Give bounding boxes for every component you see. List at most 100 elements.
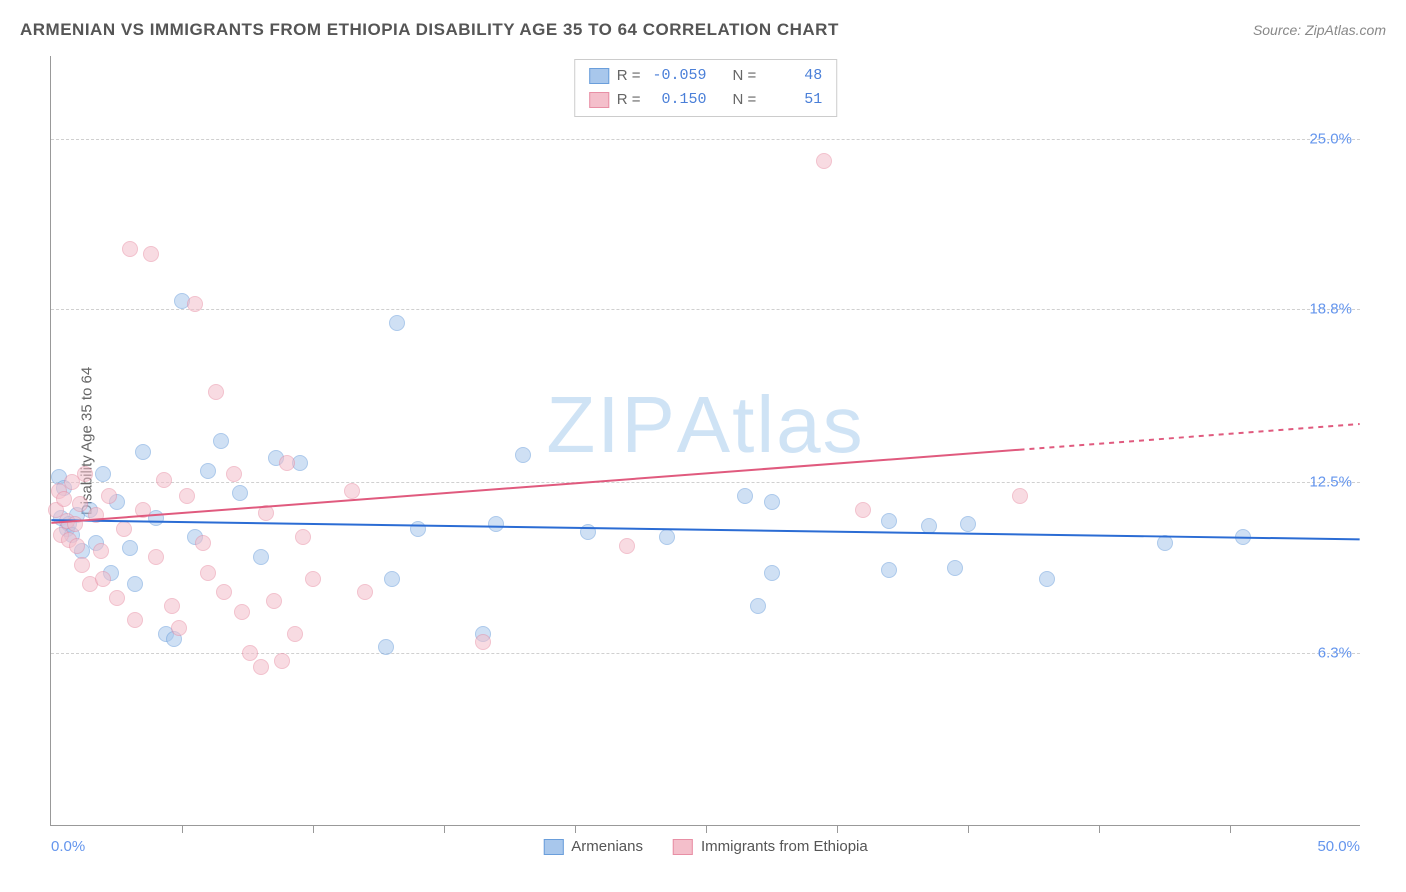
data-point [855,502,871,518]
swatch-series1 [589,68,609,84]
r-value-series1: -0.059 [649,64,707,88]
x-tick [968,825,969,833]
r-label: R = [617,64,641,88]
x-tick [444,825,445,833]
data-point [234,604,250,620]
data-point [195,535,211,551]
data-point [77,466,93,482]
data-point [216,584,232,600]
swatch-series2 [673,839,693,855]
watermark: ZIPAtlas [546,379,864,471]
data-point [378,639,394,655]
data-point [56,491,72,507]
data-point [750,598,766,614]
y-axis-title: Disability Age 35 to 64 [79,366,96,514]
gridline [51,482,1360,483]
data-point [213,433,229,449]
data-point [135,444,151,460]
n-value-series1: 48 [764,64,822,88]
data-point [127,576,143,592]
data-point [764,494,780,510]
data-point [475,634,491,650]
n-label: N = [733,64,757,88]
data-point [242,645,258,661]
data-point [1235,529,1251,545]
r-label: R = [617,88,641,112]
data-point [881,513,897,529]
data-point [357,584,373,600]
x-tick [706,825,707,833]
legend: Armenians Immigrants from Ethiopia [543,838,867,855]
data-point [279,455,295,471]
data-point [344,483,360,499]
data-point [515,447,531,463]
data-point [69,538,85,554]
data-point [127,612,143,628]
trend-lines [51,56,1360,825]
data-point [389,315,405,331]
data-point [148,549,164,565]
data-point [72,496,88,512]
scatter-plot: Disability Age 35 to 64 ZIPAtlas 6.3%12.… [50,56,1360,826]
data-point [266,593,282,609]
data-point [164,598,180,614]
x-tick [313,825,314,833]
data-point [253,549,269,565]
data-point [816,153,832,169]
data-point [305,571,321,587]
data-point [921,518,937,534]
data-point [122,241,138,257]
watermark-zip: ZIP [546,380,676,469]
legend-item-series1: Armenians [543,838,643,855]
x-tick [1230,825,1231,833]
gridline [51,309,1360,310]
data-point [171,620,187,636]
x-tick [837,825,838,833]
data-point [200,565,216,581]
r-value-series2: 0.150 [649,88,707,112]
data-point [109,590,125,606]
data-point [93,543,109,559]
data-point [384,571,400,587]
data-point [232,485,248,501]
data-point [67,516,83,532]
data-point [295,529,311,545]
data-point [74,557,90,573]
x-tick [1099,825,1100,833]
y-tick-label: 25.0% [1309,130,1352,147]
data-point [1157,535,1173,551]
data-point [274,653,290,669]
data-point [488,516,504,532]
legend-item-series2: Immigrants from Ethiopia [673,838,868,855]
x-tick [182,825,183,833]
data-point [88,507,104,523]
y-tick-label: 18.8% [1309,301,1352,318]
data-point [135,502,151,518]
swatch-series1 [543,839,563,855]
data-point [116,521,132,537]
data-point [258,505,274,521]
stats-row-series1: R = -0.059 N = 48 [589,64,823,88]
n-label: N = [733,88,757,112]
data-point [226,466,242,482]
swatch-series2 [589,92,609,108]
data-point [960,516,976,532]
data-point [95,466,111,482]
data-point [253,659,269,675]
n-value-series2: 51 [764,88,822,112]
x-axis-min-label: 0.0% [51,838,85,855]
data-point [1012,488,1028,504]
data-point [410,521,426,537]
y-tick-label: 12.5% [1309,474,1352,491]
data-point [659,529,675,545]
data-point [143,246,159,262]
correlation-stats-box: R = -0.059 N = 48 R = 0.150 N = 51 [574,59,838,117]
gridline [51,139,1360,140]
source-attribution: Source: ZipAtlas.com [1253,22,1386,38]
data-point [187,296,203,312]
data-point [208,384,224,400]
data-point [156,472,172,488]
data-point [881,562,897,578]
data-point [764,565,780,581]
legend-label-series1: Armenians [571,838,643,855]
